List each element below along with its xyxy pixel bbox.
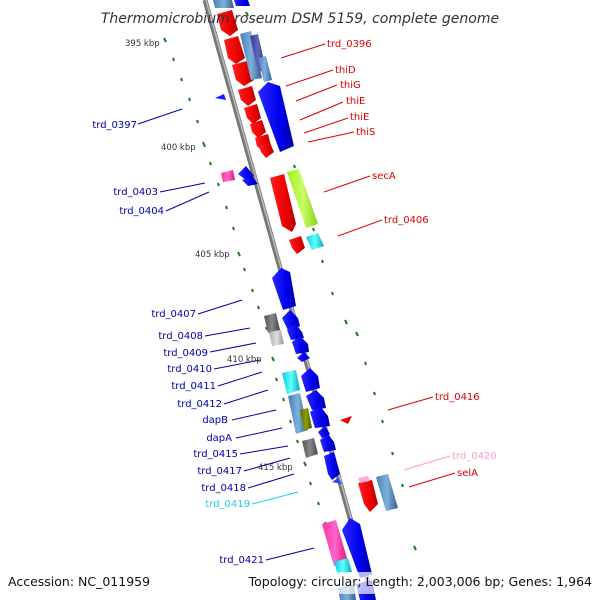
gene-feature[interactable]: [358, 476, 370, 483]
gene-feature[interactable]: [287, 169, 318, 228]
gene-label[interactable]: dapB: [202, 415, 228, 426]
gene-label[interactable]: trd_0396: [327, 39, 372, 50]
kbp-label: 410 kbp: [227, 355, 262, 365]
gene-feature[interactable]: [234, 0, 250, 6]
map-title: Thermomicrobium roseum DSM 5159, complet…: [101, 11, 499, 27]
gene-label[interactable]: trd_0411: [171, 381, 216, 392]
gene-label[interactable]: trd_0421: [219, 555, 264, 566]
gene-label[interactable]: thiE: [346, 96, 365, 107]
gene-label[interactable]: secA: [372, 171, 396, 182]
gene-feature[interactable]: [250, 120, 266, 138]
kbp-label: 405 kbp: [195, 250, 230, 260]
gene-feature[interactable]: [258, 56, 272, 82]
gene-feature[interactable]: [340, 416, 352, 424]
gene-feature[interactable]: [240, 31, 262, 80]
gene-feature[interactable]: [297, 352, 310, 362]
gene-label[interactable]: trd_0404: [119, 206, 164, 217]
gene-label[interactable]: thiE: [350, 112, 369, 123]
genome-summary-text: Topology: circular; Length: 2,003,006 bp…: [248, 574, 592, 589]
gene-label[interactable]: trd_0419: [205, 499, 250, 510]
kbp-label: 395 kbp: [125, 39, 160, 49]
gene-feature[interactable]: [320, 434, 336, 452]
gene-label[interactable]: trd_0418: [201, 483, 246, 494]
gene-feature[interactable]: [301, 368, 320, 392]
kbp-label: 415 kbp: [258, 463, 293, 473]
gene-feature[interactable]: [238, 166, 254, 180]
gene-feature[interactable]: [310, 406, 330, 428]
gene-label[interactable]: trd_0415: [193, 449, 238, 460]
gene-label[interactable]: thiS: [356, 127, 375, 138]
gene-feature[interactable]: [244, 104, 261, 124]
gene-feature[interactable]: [272, 268, 296, 310]
feature-track: [213, 0, 398, 600]
gene-feature[interactable]: [342, 518, 372, 578]
gene-label[interactable]: trd_0408: [158, 331, 203, 342]
gene-label[interactable]: trd_0406: [384, 215, 429, 226]
gene-label[interactable]: thiG: [340, 80, 361, 91]
kbp-label: 400 kbp: [161, 143, 196, 153]
gene-feature[interactable]: [215, 94, 226, 100]
gene-feature[interactable]: [238, 86, 256, 106]
gene-labels-left: trd_0397 trd_0403 trd_0404 trd_0407 trd_…: [92, 120, 264, 566]
accession-text: Accession: NC_011959: [8, 574, 150, 589]
gene-label[interactable]: trd_0420: [452, 451, 497, 462]
gene-label[interactable]: thiD: [335, 65, 356, 76]
gene-feature[interactable]: [269, 330, 284, 346]
gene-feature[interactable]: [270, 174, 296, 232]
gene-label[interactable]: trd_0397: [92, 120, 137, 131]
gene-feature[interactable]: [258, 82, 294, 152]
gene-label[interactable]: selA: [457, 468, 478, 479]
gene-feature[interactable]: [376, 474, 398, 511]
gene-feature[interactable]: [224, 36, 245, 64]
gene-feature[interactable]: [322, 520, 348, 566]
kbp-scale-labels: 395 kbp 400 kbp 405 kbp 410 kbp 415 kbp: [125, 39, 293, 473]
gene-feature[interactable]: [289, 236, 305, 254]
gene-feature[interactable]: [306, 390, 326, 410]
label-leaders: [137, 43, 456, 561]
gene-feature[interactable]: [287, 324, 304, 340]
gene-feature[interactable]: [217, 10, 238, 36]
gene-feature[interactable]: [282, 370, 300, 394]
footer-backdrop: [258, 572, 600, 594]
gene-feature[interactable]: [264, 313, 280, 333]
gene-feature[interactable]: [259, 143, 274, 158]
gene-feature[interactable]: [334, 558, 352, 575]
gene-label[interactable]: trd_0412: [177, 399, 222, 410]
gene-feature[interactable]: [306, 233, 324, 250]
gene-feature[interactable]: [302, 438, 318, 458]
gene-feature[interactable]: [300, 408, 312, 430]
gene-feature[interactable]: [213, 0, 234, 8]
gene-feature[interactable]: [242, 176, 258, 186]
gene-label[interactable]: trd_0417: [197, 466, 242, 477]
gene-feature[interactable]: [332, 478, 342, 484]
gene-feature[interactable]: [358, 480, 378, 512]
gene-feature[interactable]: [324, 452, 340, 480]
gene-feature[interactable]: [221, 170, 235, 182]
gene-label[interactable]: dapA: [206, 433, 232, 444]
gene-label[interactable]: trd_0403: [113, 187, 158, 198]
gene-feature[interactable]: [292, 336, 309, 354]
gene-label[interactable]: trd_0410: [167, 364, 212, 375]
gene-label[interactable]: trd_0407: [151, 309, 196, 320]
gene-label[interactable]: trd_0409: [163, 348, 208, 359]
gene-labels-right: trd_0396 thiD thiG thiE thiE thiS secA t…: [327, 39, 497, 479]
gene-label[interactable]: trd_0416: [435, 392, 480, 403]
